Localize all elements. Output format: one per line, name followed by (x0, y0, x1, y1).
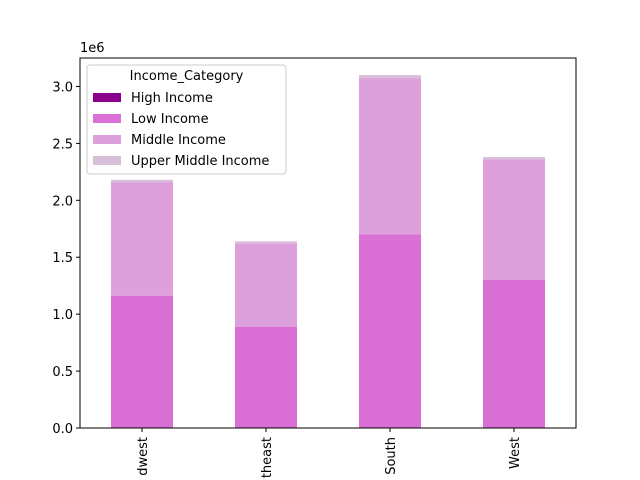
legend-box (86, 64, 287, 175)
x-axis: dwest theast South West (136, 428, 523, 478)
plot-frame (79, 57, 577, 429)
y-axis: 0.0 0.5 1.0 1.5 2.0 2.5 3.0 (52, 80, 80, 437)
legend-swatch (93, 135, 121, 144)
bar-segment (359, 234, 421, 428)
legend-label: Upper Middle Income (131, 154, 269, 169)
bar-segment (235, 326, 297, 428)
y-offset-label: 1e6 (80, 41, 105, 56)
legend-swatch (93, 156, 121, 165)
bar-segment (483, 157, 545, 160)
x-tick-label: dwest (136, 437, 151, 476)
x-tick-label: theast (260, 437, 275, 478)
y-tick-label: 2.0 (52, 194, 73, 209)
x-tick-label: South (384, 437, 399, 475)
bar-segment (111, 295, 173, 428)
bar-segment (483, 280, 545, 428)
bar-segment (483, 159, 545, 280)
y-tick-label: 0.5 (52, 365, 73, 380)
bar-segment (111, 182, 173, 296)
y-tick-label: 2.5 (52, 137, 73, 152)
bar-segment (359, 75, 421, 79)
legend-label: Middle Income (131, 133, 226, 148)
x-tick-label: West (508, 437, 523, 469)
legend-swatch (93, 114, 121, 123)
legend-label: Low Income (131, 112, 209, 127)
y-tick-label: 3.0 (52, 80, 73, 95)
legend-title: Income_Category (130, 69, 244, 84)
y-tick-label: 0.0 (52, 422, 73, 437)
legend: Income_Category High Income Low Income Midd… (86, 64, 287, 175)
y-tick-label: 1.0 (52, 308, 73, 323)
y-tick-label: 1.5 (52, 251, 73, 266)
bar-segment (235, 243, 297, 327)
bar-segment (235, 241, 297, 244)
bar-segment (359, 78, 421, 235)
legend-label: High Income (131, 91, 213, 106)
bars-layer (111, 75, 545, 428)
bar-segment (111, 179, 173, 183)
legend-swatch (93, 93, 121, 102)
